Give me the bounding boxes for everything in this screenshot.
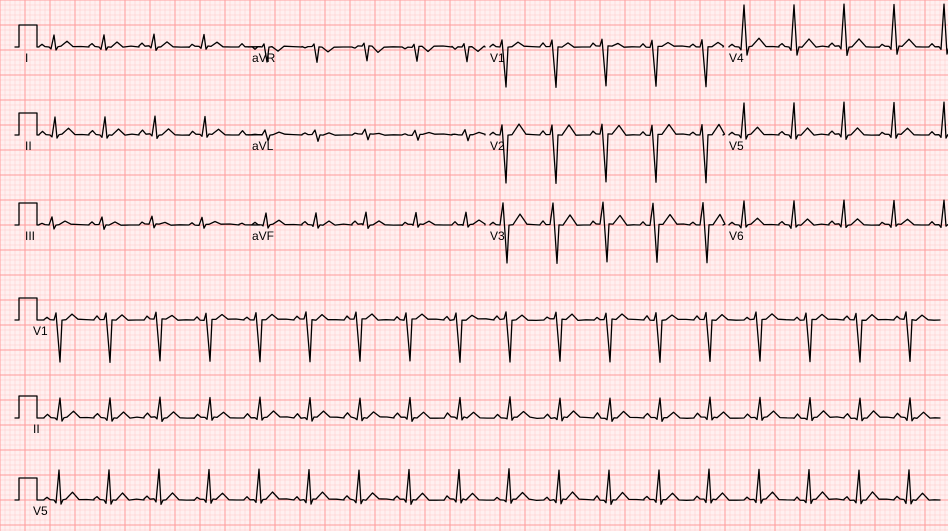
lead-label: aVF bbox=[252, 229, 274, 243]
lead-label: V5 bbox=[729, 139, 744, 153]
ecg-svg bbox=[0, 0, 948, 531]
lead-label: V3 bbox=[490, 229, 505, 243]
lead-label: V5 bbox=[33, 504, 48, 518]
lead-label: V4 bbox=[729, 51, 744, 65]
lead-label: V2 bbox=[490, 139, 505, 153]
ecg-strip: IaVR V1 V4 II aVL V2 V5 III aVF V3 V6 V1 II V5 bbox=[0, 0, 948, 531]
lead-label: III bbox=[25, 229, 35, 243]
lead-label: I bbox=[25, 51, 28, 65]
lead-label: aVR bbox=[252, 51, 275, 65]
lead-label: II bbox=[33, 422, 40, 436]
lead-label: aVL bbox=[252, 139, 273, 153]
lead-label: V1 bbox=[490, 51, 505, 65]
lead-label: II bbox=[25, 139, 32, 153]
lead-label: V1 bbox=[33, 324, 48, 338]
lead-label: V6 bbox=[729, 229, 744, 243]
